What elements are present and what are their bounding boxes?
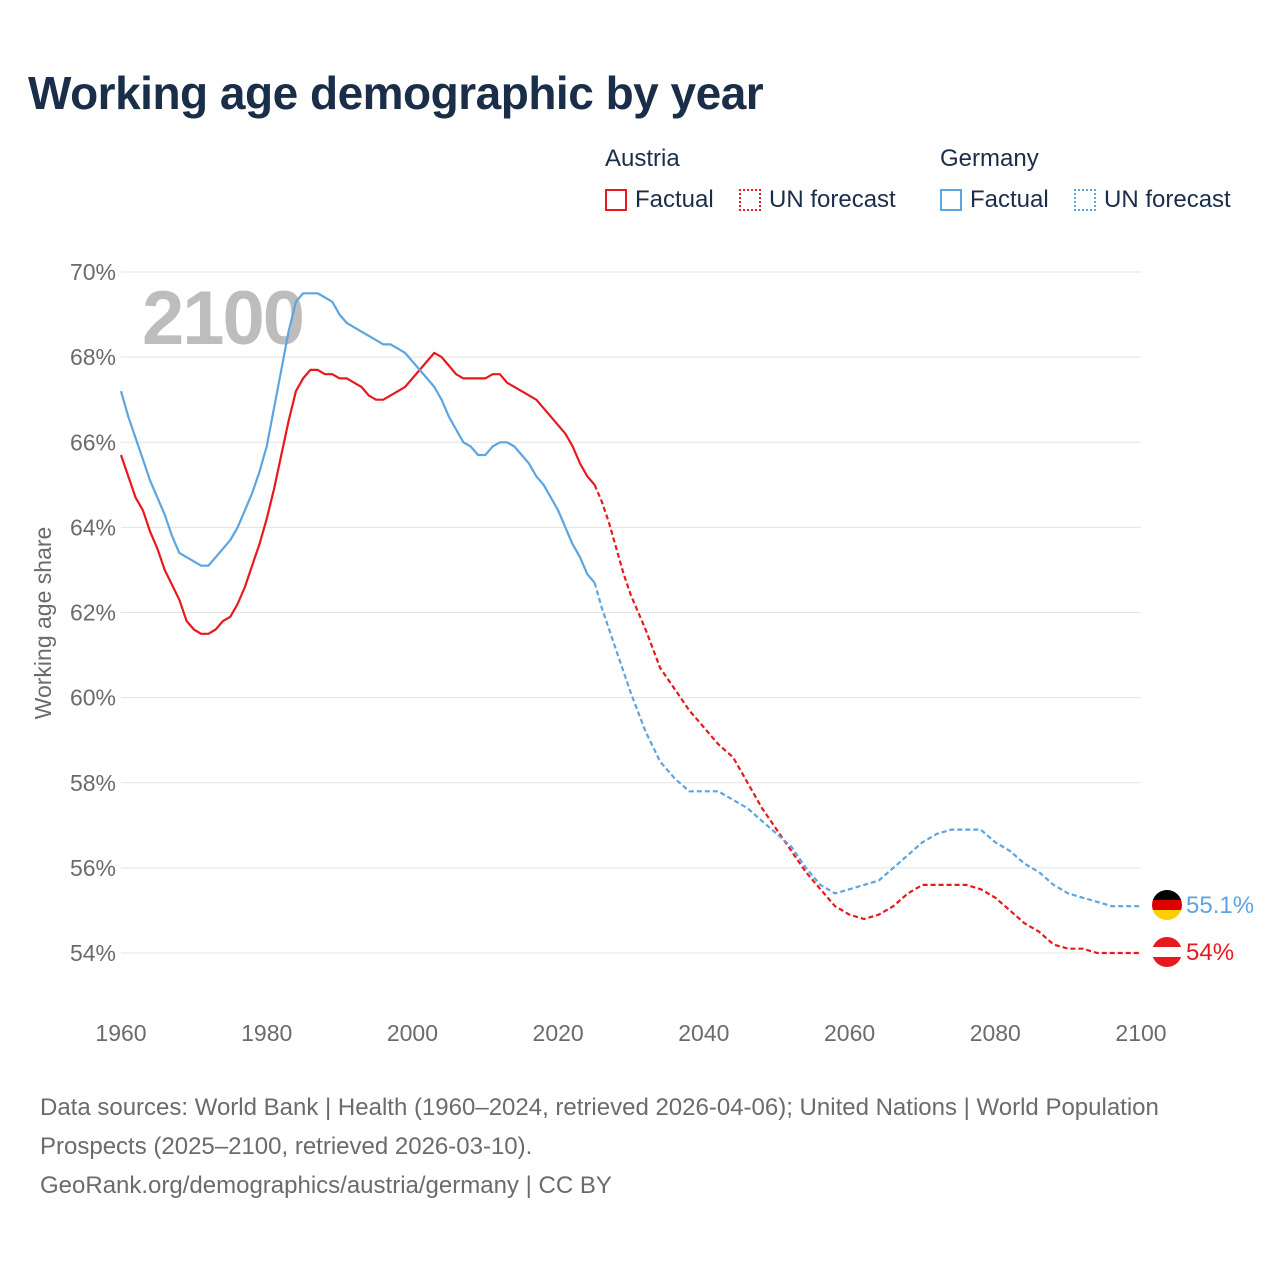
footer: Data sources: World Bank | Health (1960–…	[40, 1088, 1220, 1205]
line-chart: 54% 56% 58% 60% 62% 64% 66% 68% 70% 1960 1980 2000…	[30, 259, 1254, 1046]
page-title: Working age demographic by year	[28, 67, 764, 119]
legend-label: UN forecast	[1104, 186, 1231, 213]
germany-factual-swatch-icon	[940, 189, 962, 211]
series-lines	[119, 292, 1141, 955]
y-tick-label: 54%	[70, 940, 116, 966]
y-tick-label: 70%	[70, 259, 116, 285]
end-label-germany: 55.1%	[1186, 892, 1254, 919]
x-tick-label: 2100	[1115, 1020, 1166, 1046]
austria-flag-icon	[1152, 937, 1182, 967]
legend-item-germany-forecast[interactable]: UN forecast	[1074, 186, 1231, 214]
germany-flag-icon	[1152, 890, 1182, 920]
legend-label: Factual	[970, 186, 1049, 213]
credit-line: GeoRank.org/demographics/austria/germany…	[40, 1172, 612, 1199]
x-axis: 1960 1980 2000 2020 2040 2060 2080 2100	[95, 1020, 1166, 1046]
year-overlay: 2100	[142, 276, 303, 361]
data-sources: Data sources: World Bank | Health (1960–…	[40, 1094, 1159, 1160]
y-axis: 54% 56% 58% 60% 62% 64% 66% 68% 70%	[70, 259, 116, 966]
y-tick-label: 62%	[70, 600, 116, 626]
legend-item-germany-factual[interactable]: Factual	[940, 186, 1049, 214]
y-tick-label: 56%	[70, 855, 116, 881]
y-tick-label: 60%	[70, 685, 116, 711]
grid	[121, 271, 1141, 954]
legend-label: Factual	[635, 186, 714, 213]
germany-forecast-swatch-icon	[1074, 189, 1096, 211]
y-tick-label: 66%	[70, 429, 116, 455]
y-tick-label: 68%	[70, 344, 116, 370]
series-line-germany-forecast	[593, 582, 1141, 908]
series-line-austria-forecast	[593, 484, 1141, 955]
legend-label: UN forecast	[769, 186, 896, 213]
legend-heading-germany: Germany	[940, 145, 1039, 172]
x-tick-label: 1960	[95, 1020, 146, 1046]
end-label-austria: 54%	[1186, 939, 1234, 966]
series-line-austria-factual	[119, 351, 596, 635]
series-line-germany-factual	[119, 292, 596, 584]
y-tick-label: 58%	[70, 770, 116, 796]
x-tick-label: 1980	[241, 1020, 292, 1046]
legend-heading-austria: Austria	[605, 145, 680, 172]
x-tick-label: 2040	[678, 1020, 729, 1046]
x-tick-label: 2080	[970, 1020, 1021, 1046]
legend-item-austria-forecast[interactable]: UN forecast	[739, 186, 896, 214]
y-axis-title: Working age share	[30, 527, 56, 720]
austria-forecast-swatch-icon	[739, 189, 761, 211]
y-tick-label: 64%	[70, 514, 116, 540]
x-tick-label: 2000	[387, 1020, 438, 1046]
x-tick-label: 2060	[824, 1020, 875, 1046]
x-tick-label: 2020	[533, 1020, 584, 1046]
legend-item-austria-factual[interactable]: Factual	[605, 186, 714, 214]
austria-factual-swatch-icon	[605, 189, 627, 211]
